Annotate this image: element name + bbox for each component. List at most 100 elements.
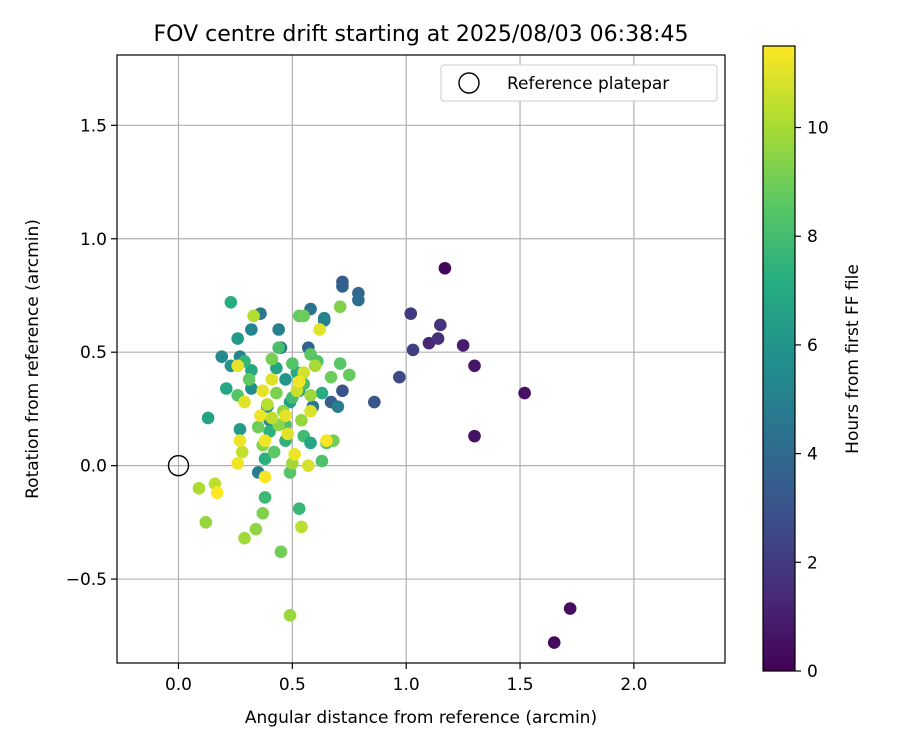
data-point [233,423,247,436]
x-tick-label: 2.0 [620,675,647,695]
data-point [247,309,260,323]
chart-title: FOV centre drift starting at 2025/08/03 … [154,22,689,47]
data-point [233,434,247,447]
data-point [563,602,577,615]
data-point [201,411,215,425]
y-tick-label: 0.0 [80,457,107,477]
data-point [238,531,251,545]
data-point [317,311,331,325]
data-point [308,359,322,373]
colorbar-tick-label: 6 [807,336,818,356]
reference-platepar-marker [167,454,190,477]
data-point [518,386,531,400]
legend: Reference platepar [440,64,718,102]
data-point [434,318,447,332]
colorbar-tick-label: 10 [807,119,829,139]
y-axis-ticks: −0.5 0.0 0.5 1.0 1.5 [66,116,117,590]
data-point [295,413,308,427]
x-tick-label: 1.0 [393,675,420,695]
data-point [283,609,297,622]
data-point [210,486,224,500]
data-point [265,373,279,386]
data-point [258,491,272,504]
data-point [315,386,329,400]
data-point [301,459,315,472]
y-tick-label: 0.5 [80,343,107,363]
x-tick-label: 0.0 [165,675,192,695]
data-point [265,411,279,425]
data-point [256,384,270,398]
data-point [272,323,285,336]
data-point [406,343,420,357]
x-axis-label: Angular distance from reference (arcmin) [245,708,597,728]
data-point [279,373,292,386]
colorbar-label: Hours from first FF file [843,264,863,454]
data-point [215,350,229,364]
y-tick-label: 1.5 [80,116,107,136]
data-point [220,382,233,395]
data-point [192,482,206,495]
data-point [231,457,244,470]
data-point [304,388,317,402]
data-points [192,261,577,649]
data-point [272,341,285,354]
data-point [368,395,381,409]
data-point [333,300,347,314]
colorbar-tick-label: 4 [807,445,818,465]
data-point [199,516,213,529]
data-point [267,445,281,459]
data-point [320,434,333,447]
x-tick-label: 1.5 [507,675,534,695]
data-point [254,409,267,423]
data-point [352,293,365,307]
data-point [249,522,263,536]
data-point [313,323,326,336]
data-point [224,295,238,309]
data-point [304,436,317,450]
data-point [260,398,274,411]
data-point [251,420,265,434]
colorbar-frame [762,45,796,672]
data-point [333,357,347,370]
data-point [242,373,256,386]
colorbar-tick-label: 2 [807,553,818,573]
data-point [456,339,470,352]
reference-layer [167,454,190,477]
data-point [274,545,288,559]
data-point [238,395,251,409]
legend-box [440,64,718,102]
data-point [547,636,561,649]
colorbar-ticks: 0 2 4 6 8 10 [795,119,829,682]
data-point [286,357,299,370]
data-point [336,280,349,293]
data-point [292,375,306,388]
data-point [304,404,317,418]
data-point [438,261,452,275]
y-tick-label: 1.0 [80,230,107,250]
data-point [315,454,329,468]
data-point [245,323,258,336]
data-point [258,470,272,484]
colorbar-tick-label: 0 [807,662,818,682]
data-point [279,409,292,423]
data-point [256,506,270,520]
data-point [468,359,481,373]
data-point [295,520,308,534]
data-point [324,370,338,384]
colorbar-gradient [763,46,795,671]
data-point [235,445,249,459]
data-point [288,447,301,461]
legend-marker-open-circle [458,72,480,94]
data-point [258,452,272,466]
y-axis-label: Rotation from reference (arcmin) [23,219,43,499]
data-point [336,384,349,398]
data-point [265,352,279,366]
data-point [231,359,244,373]
data-point [342,368,356,382]
x-tick-label: 0.5 [279,675,306,695]
y-tick-label: −0.5 [66,570,107,590]
data-point [281,427,295,441]
data-point [431,332,445,345]
data-point [297,309,311,323]
